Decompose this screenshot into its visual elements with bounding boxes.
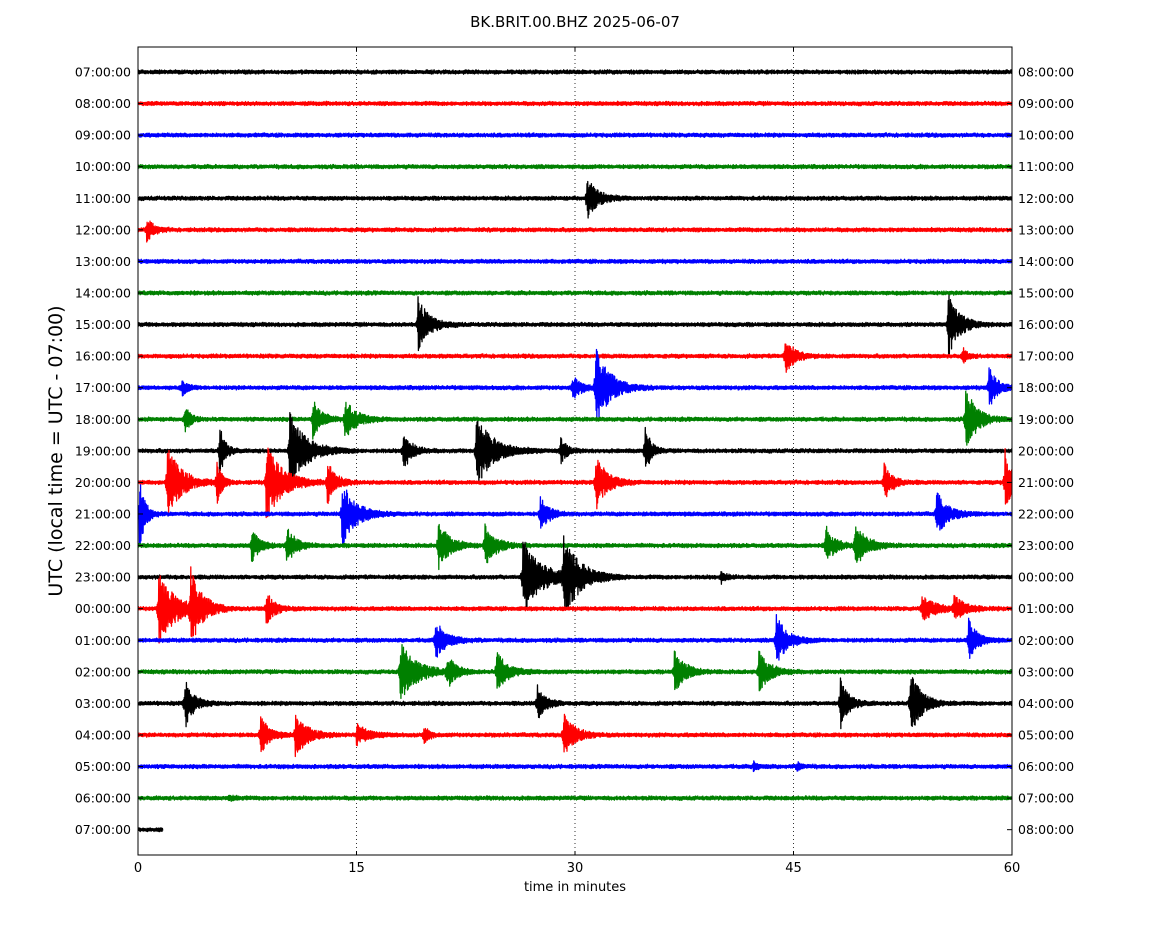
time-label-right: 15:00:00 [1018, 285, 1074, 300]
trace-row [138, 258, 1012, 265]
time-label-left: 17:00:00 [75, 380, 131, 395]
trace-row [138, 484, 1012, 548]
trace-row [138, 447, 1012, 519]
trace-row [138, 69, 1012, 75]
time-label-right: 20:00:00 [1018, 443, 1074, 458]
time-label-right: 22:00:00 [1018, 506, 1074, 521]
time-label-left: 01:00:00 [75, 633, 131, 648]
x-tick-label: 45 [785, 861, 802, 876]
time-label-right: 01:00:00 [1018, 601, 1074, 616]
time-label-left: 20:00:00 [75, 475, 131, 490]
trace-row [138, 163, 1012, 170]
time-label-left: 15:00:00 [75, 317, 131, 332]
time-label-right: 08:00:00 [1018, 65, 1074, 80]
trace-row [138, 348, 1012, 420]
trace-row [138, 220, 1012, 243]
time-label-right: 04:00:00 [1018, 696, 1074, 711]
x-tick-label: 0 [134, 861, 142, 876]
time-label-right: 09:00:00 [1018, 96, 1074, 111]
x-tick-label: 30 [567, 861, 584, 876]
time-label-left: 14:00:00 [75, 285, 131, 300]
time-label-left: 03:00:00 [75, 696, 131, 711]
time-label-left: 22:00:00 [75, 538, 131, 553]
trace-row [138, 412, 1012, 488]
time-label-right: 07:00:00 [1018, 791, 1074, 806]
time-label-left: 06:00:00 [75, 791, 131, 806]
trace-row [138, 713, 1012, 758]
trace-row [138, 523, 1012, 571]
time-label-left: 21:00:00 [75, 506, 131, 521]
time-label-right: 19:00:00 [1018, 412, 1074, 427]
time-label-left: 19:00:00 [75, 443, 131, 458]
trace-row [138, 343, 1012, 373]
time-label-right: 10:00:00 [1018, 128, 1074, 143]
trace-row [138, 132, 1012, 139]
x-tick-label: 15 [348, 861, 365, 876]
time-label-right: 06:00:00 [1018, 759, 1074, 774]
time-label-right: 18:00:00 [1018, 380, 1074, 395]
seismic-traces [138, 69, 1012, 833]
time-label-left: 07:00:00 [75, 822, 131, 837]
y-axis-label: UTC (local time = UTC - 07:00) [45, 305, 67, 596]
x-axis-ticks: 0 15 30 45 60 [134, 47, 1020, 876]
chart-title: BK.BRIT.00.BHZ 2025-06-07 [470, 13, 680, 31]
time-label-left: 13:00:00 [75, 254, 131, 269]
trace-row [138, 794, 1012, 802]
time-label-left: 16:00:00 [75, 349, 131, 364]
time-label-left: 09:00:00 [75, 128, 131, 143]
time-label-right: 13:00:00 [1018, 222, 1074, 237]
time-label-right: 12:00:00 [1018, 191, 1074, 206]
time-label-right: 02:00:00 [1018, 633, 1074, 648]
time-label-right: 14:00:00 [1018, 254, 1074, 269]
time-label-right: 00:00:00 [1018, 570, 1074, 585]
time-label-right: 17:00:00 [1018, 349, 1074, 364]
time-label-right: 16:00:00 [1018, 317, 1074, 332]
trace-row [138, 535, 1012, 610]
time-label-right: 08:00:00 [1018, 822, 1074, 837]
time-label-left: 02:00:00 [75, 664, 131, 679]
trace-row [138, 566, 1012, 644]
x-axis-label: time in minutes [524, 880, 626, 895]
left-time-labels: 07:00:00 08:00:00 09:00:00 10:00:00 11:00:00… [75, 65, 143, 837]
time-label-right: 03:00:00 [1018, 664, 1074, 679]
x-tick-label: 60 [1004, 861, 1021, 876]
time-label-left: 23:00:00 [75, 570, 131, 585]
trace-row [138, 643, 1012, 700]
time-label-left: 00:00:00 [75, 601, 131, 616]
trace-row [138, 180, 1012, 219]
trace-row [138, 613, 1012, 661]
time-label-left: 08:00:00 [75, 96, 131, 111]
time-label-left: 07:00:00 [75, 65, 131, 80]
trace-row [138, 390, 1012, 446]
trace-row [138, 100, 1012, 107]
time-label-left: 12:00:00 [75, 222, 131, 237]
trace-row [138, 294, 1012, 355]
time-label-left: 11:00:00 [75, 191, 131, 206]
time-label-left: 04:00:00 [75, 727, 131, 742]
trace-row [138, 677, 1012, 730]
trace-row [138, 290, 1012, 296]
time-label-right: 11:00:00 [1018, 159, 1074, 174]
time-label-right: 23:00:00 [1018, 538, 1074, 553]
right-time-labels: 08:00:00 09:00:00 10:00:00 11:00:00 12:00:00… [1007, 65, 1074, 837]
time-label-left: 18:00:00 [75, 412, 131, 427]
time-label-left: 10:00:00 [75, 159, 131, 174]
time-label-right: 21:00:00 [1018, 475, 1074, 490]
time-label-left: 05:00:00 [75, 759, 131, 774]
time-label-right: 05:00:00 [1018, 727, 1074, 742]
trace-row [138, 760, 1012, 773]
